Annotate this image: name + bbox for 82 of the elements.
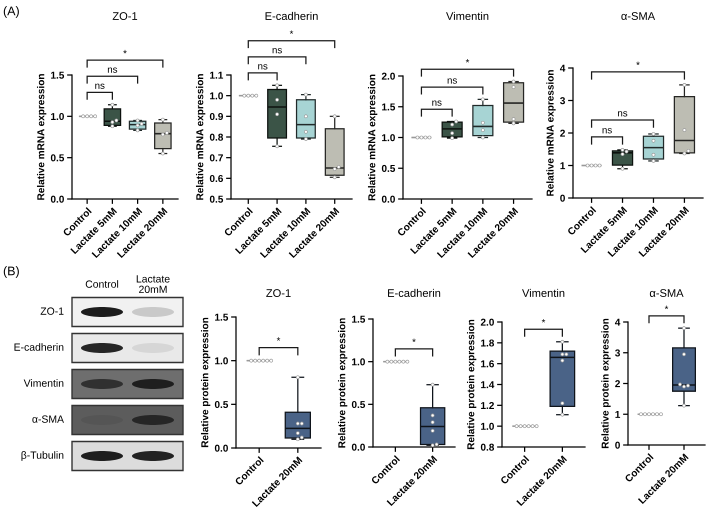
annotation: ns bbox=[602, 128, 612, 134]
text: (A) bbox=[4, 6, 19, 18]
chart-title: E-cadherin bbox=[388, 288, 440, 297]
y-tick-label: 1.4 bbox=[481, 381, 494, 388]
y-tick-label: 1.0 bbox=[352, 358, 365, 366]
y-tick-label: 0.5 bbox=[210, 196, 224, 203]
y-tick-label: 0.7 bbox=[210, 154, 223, 162]
text: * bbox=[636, 62, 640, 66]
y-axis-title: Relative protein expression bbox=[601, 318, 611, 448]
text: * bbox=[664, 306, 668, 310]
chart-title: α-SMA bbox=[650, 289, 684, 297]
y-tick-label: 0.5 bbox=[214, 400, 228, 408]
annotation: * bbox=[412, 338, 416, 342]
y-axis-title: Relative protein expression bbox=[338, 318, 348, 448]
text: ns bbox=[108, 68, 118, 73]
chart-title: ZO-1 bbox=[112, 12, 138, 20]
y-tick-label: 1.5 bbox=[51, 72, 64, 79]
category-label: β-Tubulin bbox=[21, 451, 64, 461]
y-tick-label: 1.8 bbox=[481, 339, 494, 347]
text: * bbox=[290, 30, 294, 34]
y-tick-label: 0.0 bbox=[50, 196, 64, 203]
y-tick-label: 0 bbox=[615, 442, 620, 449]
y-tick-label: 1.0 bbox=[210, 92, 223, 100]
chart-title: ZO-1 bbox=[266, 289, 291, 297]
text: (B) bbox=[4, 266, 19, 278]
y-axis-title: Relative mRNA expression bbox=[546, 70, 556, 196]
y-tick-label: 1.6 bbox=[481, 360, 494, 368]
y-tick-label: 0.5 bbox=[50, 154, 64, 162]
y-tick-label: 1.0 bbox=[382, 134, 395, 142]
y-tick-label: 1.5 bbox=[215, 314, 228, 321]
chart-title: Vimentin bbox=[522, 288, 564, 297]
category-label: Lactate 20mM bbox=[136, 275, 170, 294]
annotation: ns bbox=[95, 84, 105, 89]
y-tick-label: 4 bbox=[614, 318, 620, 326]
y-tick-label: 2.0 bbox=[382, 72, 395, 80]
y-tick-label: 0.5 bbox=[382, 164, 396, 172]
annotation: ns bbox=[432, 100, 442, 106]
y-tick-label: 1.0 bbox=[215, 357, 228, 364]
category-label: E-cadherin bbox=[14, 343, 64, 351]
y-axis-title: Relative mRNA expression bbox=[368, 74, 378, 200]
y-axis-title: Relative protein expression bbox=[200, 318, 210, 448]
y-tick-label: 3 bbox=[615, 349, 620, 356]
category-label: α-SMA bbox=[32, 415, 64, 423]
y-tick-label: 0.8 bbox=[210, 134, 224, 141]
text: ns bbox=[272, 48, 282, 54]
text: * bbox=[466, 59, 470, 62]
chart-title: E-cadherin bbox=[266, 12, 318, 20]
category-label: ZO-1 bbox=[40, 307, 64, 315]
category-label: Vimentin bbox=[24, 379, 64, 387]
text: * bbox=[123, 50, 127, 54]
y-tick-label: 4 bbox=[560, 64, 566, 72]
y-tick-label: 1.0 bbox=[481, 422, 494, 430]
y-tick-label: 1.5 bbox=[382, 103, 396, 110]
y-tick-label: 3 bbox=[560, 97, 565, 104]
y-axis-title: Relative protein expression bbox=[466, 320, 476, 450]
y-tick-label: 1 bbox=[560, 162, 566, 170]
y-tick-label: 0.9 bbox=[210, 112, 223, 120]
y-tick-label: 0.0 bbox=[352, 444, 365, 451]
y-tick-label: 1.1 bbox=[210, 72, 224, 79]
y-axis-title: Relative mRNA expression bbox=[196, 74, 206, 200]
chart-title: α-SMA bbox=[621, 12, 656, 20]
y-tick-label: 0.5 bbox=[352, 400, 366, 408]
annotation: * bbox=[542, 319, 546, 322]
y-tick-label: 1.0 bbox=[51, 112, 64, 120]
y-axis-title: Relative mRNA expression bbox=[36, 74, 46, 200]
y-tick-label: 1.5 bbox=[352, 316, 366, 323]
y-tick-label: 1.2 bbox=[481, 402, 494, 409]
y-tick-label: 2 bbox=[560, 130, 565, 137]
y-tick-label: 0.0 bbox=[382, 196, 395, 203]
category-label: Control bbox=[86, 280, 118, 288]
y-tick-label: 2.0 bbox=[480, 318, 494, 326]
text: ns bbox=[258, 64, 268, 70]
y-tick-label: 2 bbox=[615, 380, 620, 388]
y-tick-label: 0.0 bbox=[214, 444, 228, 452]
annotation: * bbox=[276, 337, 280, 341]
y-tick-label: 0.8 bbox=[480, 444, 494, 451]
annotation: ns bbox=[448, 78, 457, 84]
y-tick-label: 0 bbox=[560, 194, 565, 202]
chart-title: Vimentin bbox=[446, 12, 488, 20]
y-tick-label: 1 bbox=[615, 410, 620, 418]
y-tick-label: 0.6 bbox=[210, 174, 223, 182]
annotation: ns bbox=[618, 111, 628, 117]
